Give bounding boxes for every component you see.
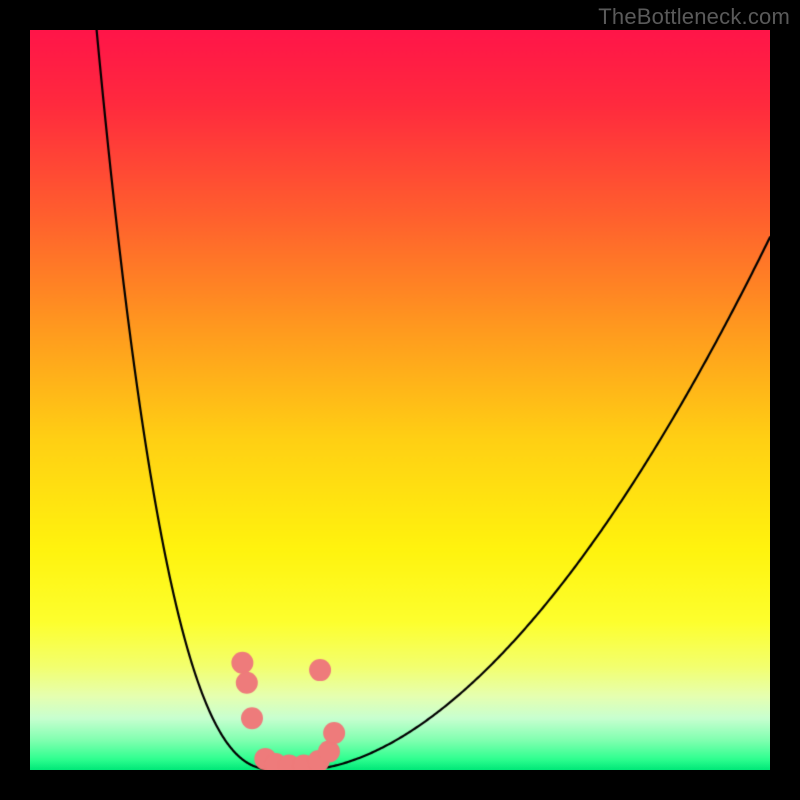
chart-canvas [30,30,770,770]
plot-area [30,30,770,770]
watermark-text: TheBottleneck.com [598,4,790,30]
